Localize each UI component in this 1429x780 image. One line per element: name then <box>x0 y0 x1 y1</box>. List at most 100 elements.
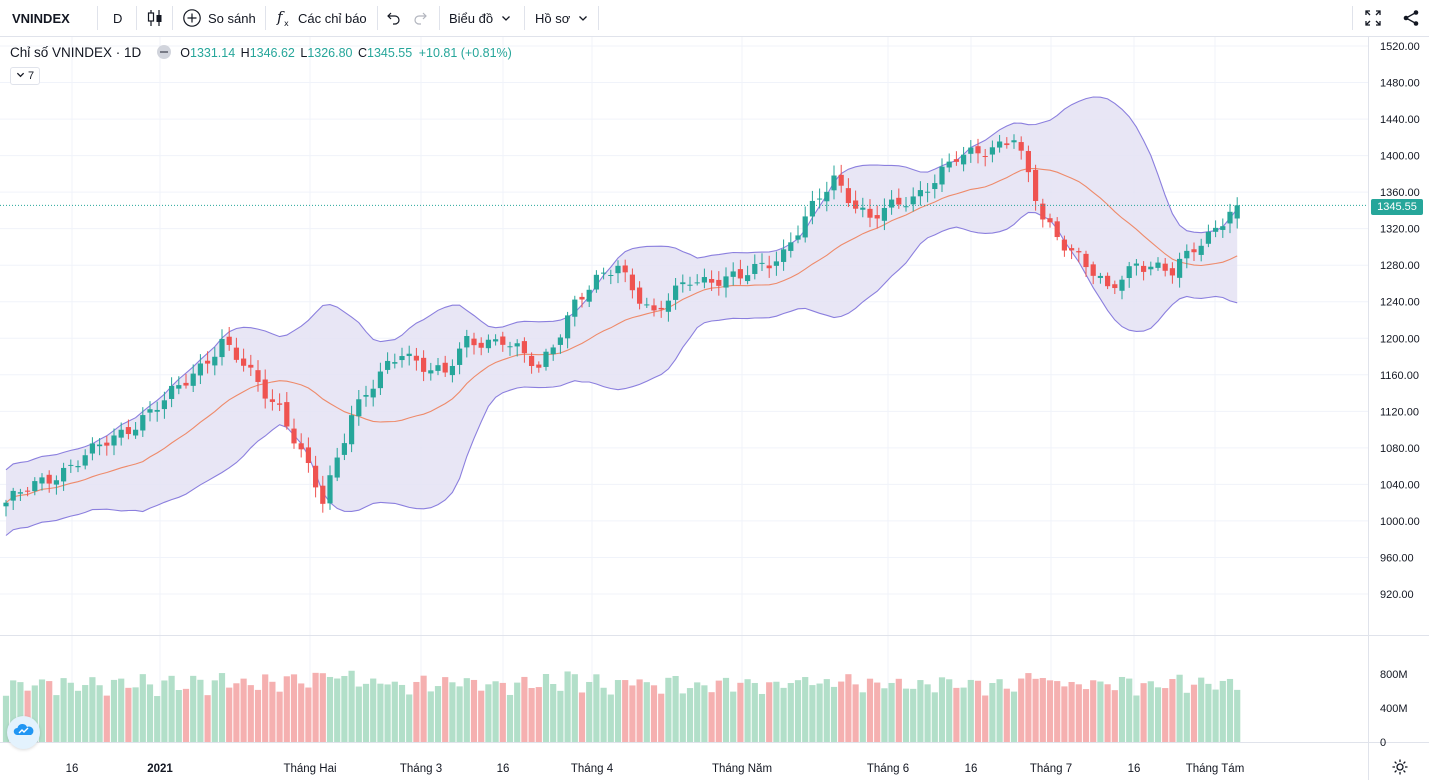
price-tick-label: 1280.00 <box>1380 260 1420 272</box>
volume-bar <box>398 684 406 742</box>
volume-bar <box>1140 683 1147 742</box>
candle-body <box>903 206 909 208</box>
candle-body <box>255 370 261 382</box>
candle-body <box>1177 258 1183 278</box>
candle-body <box>392 362 398 364</box>
hide-series-icon[interactable] <box>156 45 171 59</box>
candle-body <box>17 492 23 494</box>
volume-bar <box>1126 678 1133 742</box>
tradingview-logo[interactable] <box>7 716 40 749</box>
volume-bar <box>874 682 881 742</box>
candle-body <box>291 428 297 444</box>
volume-bar <box>125 687 132 742</box>
share-button[interactable] <box>1402 0 1420 36</box>
candle-body <box>550 347 556 355</box>
candle-body <box>1097 275 1103 278</box>
redo-icon <box>412 10 428 26</box>
legend-change: +10.81 (+0.81%) <box>418 46 512 60</box>
candle-body <box>435 365 441 371</box>
chart-menu-button[interactable]: Biểu đồ <box>449 0 511 36</box>
candle-body <box>925 191 931 193</box>
chart-menu-label: Biểu đồ <box>449 10 494 26</box>
volume-bar <box>1133 695 1140 742</box>
settings-button[interactable] <box>1391 758 1409 780</box>
candle-body <box>169 385 175 399</box>
toolbar-divider <box>1352 6 1353 30</box>
price-tick-label: 1240.00 <box>1380 297 1420 309</box>
candle-body <box>75 466 81 468</box>
profile-menu-button[interactable]: Hồ sơ <box>535 0 588 36</box>
volume-bar <box>341 675 348 742</box>
volume-bar <box>550 684 557 742</box>
compare-button[interactable]: So sánh <box>182 0 256 36</box>
legend-high: 1346.62 <box>249 46 295 60</box>
bollinger-fill <box>6 97 1238 536</box>
interval-button[interactable]: D <box>113 10 123 26</box>
symbol-search-button[interactable]: VNINDEX <box>12 10 70 26</box>
candle-body <box>269 399 275 402</box>
volume-bar <box>1032 678 1039 742</box>
candle-body <box>529 355 535 367</box>
volume-bar <box>593 674 600 742</box>
chart-axes: 1520.00 1480.00 1440.00 1400.00 1360.00 1320.… <box>0 37 1429 780</box>
volume-bar <box>17 682 24 742</box>
chart-canvas[interactable]: 1520.00 1480.00 1440.00 1400.00 1360.00 1320.… <box>0 37 1429 780</box>
candle-body <box>413 355 419 361</box>
volume-bar <box>1111 690 1118 742</box>
price-tick-label: 1120.00 <box>1380 406 1419 418</box>
candle-body <box>1105 275 1111 287</box>
price-tick-label: 1200.00 <box>1380 333 1420 345</box>
plus-circle-icon <box>182 8 202 28</box>
candle-body <box>104 442 110 446</box>
volume-bar <box>838 681 845 742</box>
collapse-indicators-button[interactable]: 7 <box>10 67 40 85</box>
candle-body <box>565 315 571 339</box>
candle-body <box>1184 250 1190 259</box>
price-tick-label: 1360.00 <box>1380 187 1420 199</box>
volume-bar <box>794 680 802 742</box>
volume-bar <box>1010 691 1018 742</box>
candle-body <box>61 467 67 482</box>
fullscreen-button[interactable] <box>1364 0 1382 36</box>
volume-bar <box>766 682 773 742</box>
volume-bars <box>2 670 1241 742</box>
candle-body <box>802 216 808 238</box>
price-tick-label: 920.00 <box>1380 589 1414 601</box>
candle-body <box>32 481 38 492</box>
candle-body <box>680 282 686 285</box>
candle-body <box>514 343 520 347</box>
candle-body <box>694 282 700 284</box>
candle-body <box>1040 203 1046 220</box>
redo-button[interactable] <box>412 0 428 36</box>
candle-body <box>457 348 463 365</box>
volume-bar <box>830 686 838 742</box>
volume-bar <box>312 672 319 742</box>
candle-body <box>341 443 347 455</box>
candle-body <box>997 141 1003 148</box>
time-tick-label: 16 <box>66 763 79 775</box>
candle-body <box>867 208 873 218</box>
bollinger-lower-line <box>5 211 1238 536</box>
volume-bar <box>1169 679 1176 742</box>
volume-bar <box>514 682 521 742</box>
candle-body <box>1220 226 1226 230</box>
time-tick-label: Tháng Tám <box>1186 763 1245 775</box>
undo-button[interactable] <box>386 0 402 36</box>
candle-body <box>1155 262 1161 268</box>
volume-bar <box>643 682 650 742</box>
candle-body <box>651 305 657 311</box>
volume-bar <box>290 674 298 742</box>
candle-body <box>1198 245 1204 255</box>
candle-body <box>932 183 938 190</box>
volume-bar <box>485 684 492 742</box>
volume-bar <box>355 686 362 742</box>
candle-body <box>881 207 887 221</box>
candle-body <box>961 154 967 165</box>
svg-text:x: x <box>284 19 289 28</box>
volume-bar <box>478 690 485 742</box>
volume-bar <box>686 688 694 742</box>
candle-body <box>716 279 722 286</box>
candle-body <box>608 275 614 277</box>
chart-type-button[interactable] <box>145 0 165 36</box>
